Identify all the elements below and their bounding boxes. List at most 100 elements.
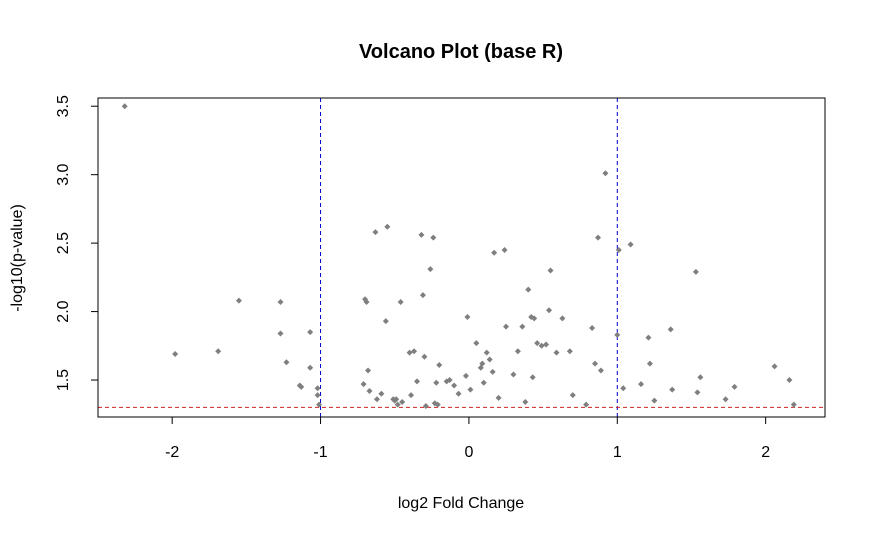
data-point <box>594 234 601 241</box>
data-point <box>547 267 554 274</box>
data-point <box>491 249 498 256</box>
y-tick-label: 1.5 <box>55 369 72 391</box>
data-point <box>393 396 400 403</box>
data-point <box>546 307 553 314</box>
data-point <box>307 364 314 371</box>
data-point <box>645 334 652 341</box>
data-point <box>467 386 474 393</box>
data-point <box>510 371 517 378</box>
data-point <box>399 398 406 405</box>
x-axis-label: log2 Fold Change <box>398 495 524 512</box>
data-point <box>583 401 590 408</box>
data-point <box>382 318 389 325</box>
data-point <box>538 342 545 349</box>
data-point <box>455 390 462 397</box>
data-point <box>566 348 573 355</box>
data-point <box>451 382 458 389</box>
data-point <box>486 356 493 363</box>
data-point <box>408 392 415 399</box>
data-point <box>421 353 428 360</box>
data-point <box>543 341 550 348</box>
data-point <box>722 396 729 403</box>
data-point <box>627 241 634 248</box>
y-tick-label: 2.0 <box>55 300 72 322</box>
data-point <box>522 398 529 405</box>
data-point <box>121 103 128 110</box>
data-point <box>480 379 487 386</box>
data-point <box>397 298 404 305</box>
data-point <box>314 392 321 399</box>
data-point <box>589 325 596 332</box>
y-tick-label: 3.5 <box>55 95 72 117</box>
y-tick-label: 2.5 <box>55 232 72 254</box>
data-point <box>314 385 321 392</box>
data-point <box>489 368 496 375</box>
data-point <box>422 403 429 410</box>
data-point <box>394 401 401 408</box>
data-point <box>473 340 480 347</box>
data-point <box>692 268 699 275</box>
data-point <box>384 223 391 230</box>
x-axis: -2 -1 0 1 2 <box>165 416 770 461</box>
data-point <box>464 314 471 321</box>
data-point <box>667 326 674 333</box>
data-point <box>501 246 508 253</box>
data-points <box>121 103 797 410</box>
data-point <box>697 374 704 381</box>
x-tick-label: -2 <box>165 444 179 461</box>
data-point <box>277 298 284 305</box>
data-point <box>172 351 179 358</box>
data-point <box>430 234 437 241</box>
data-point <box>514 348 521 355</box>
data-point <box>731 383 738 390</box>
data-point <box>436 361 443 368</box>
data-point <box>597 367 604 374</box>
data-point <box>427 266 434 273</box>
data-point <box>646 360 653 367</box>
data-point <box>277 330 284 337</box>
data-point <box>418 231 425 238</box>
data-point <box>519 323 526 330</box>
x-tick-label: -1 <box>313 444 327 461</box>
data-point <box>559 315 566 322</box>
data-point <box>651 397 658 404</box>
data-point <box>592 360 599 367</box>
data-point <box>363 298 370 305</box>
data-point <box>372 229 379 236</box>
data-point <box>483 349 490 356</box>
data-point <box>614 331 621 338</box>
data-point <box>531 315 538 322</box>
data-point <box>360 381 367 388</box>
data-point <box>411 348 418 355</box>
data-point <box>419 292 426 299</box>
data-point <box>446 377 453 384</box>
data-point <box>771 363 778 370</box>
data-point <box>615 246 622 253</box>
data-point <box>503 323 510 330</box>
data-point <box>307 329 314 336</box>
y-tick-label: 3.0 <box>55 163 72 185</box>
data-point <box>406 349 413 356</box>
y-axis-label: -log10(p-value) <box>9 204 26 312</box>
data-point <box>694 389 701 396</box>
plot-frame <box>97 97 826 418</box>
reference-lines <box>98 98 825 417</box>
data-point <box>638 381 645 388</box>
data-point <box>433 379 440 386</box>
data-point <box>534 340 541 347</box>
data-point <box>620 385 627 392</box>
data-point <box>366 387 373 394</box>
data-point <box>790 401 797 408</box>
data-point <box>553 349 560 356</box>
data-point <box>215 348 222 355</box>
data-point <box>602 170 609 177</box>
x-tick-label: 0 <box>464 444 473 461</box>
x-tick-label: 2 <box>761 444 770 461</box>
data-point <box>413 378 420 385</box>
data-point <box>462 372 469 379</box>
data-point <box>786 377 793 384</box>
data-point <box>298 383 305 390</box>
data-point <box>495 394 502 401</box>
x-tick-label: 1 <box>613 444 622 461</box>
